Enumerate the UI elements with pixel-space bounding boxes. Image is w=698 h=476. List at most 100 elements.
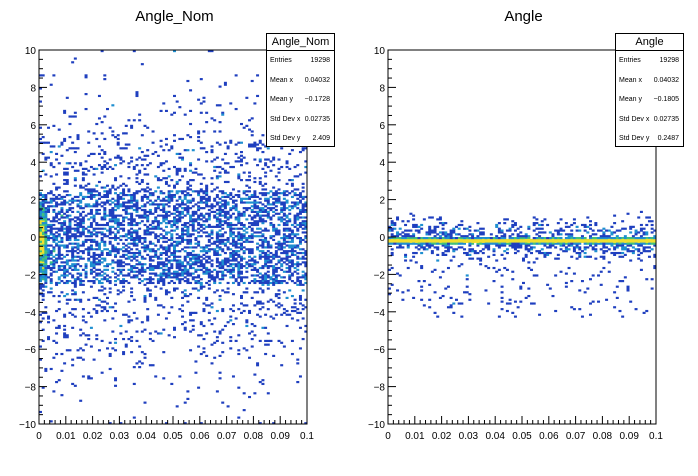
heatmap-bin	[103, 210, 107, 213]
heatmap-bin	[234, 207, 238, 210]
heatmap-bin	[55, 231, 59, 234]
heatmap-bin	[264, 220, 268, 223]
heatmap-bin	[41, 201, 45, 204]
heatmap-bin	[127, 222, 131, 225]
heatmap-bin	[293, 270, 297, 273]
heatmap-bin	[87, 203, 91, 206]
heatmap-bin	[258, 207, 262, 210]
heatmap-bin	[272, 274, 276, 277]
heatmap-bin	[215, 339, 219, 343]
heatmap-bin	[479, 257, 483, 260]
heatmap-bin	[223, 268, 227, 271]
heatmap-bin	[245, 201, 249, 204]
heatmap-bin	[492, 240, 496, 243]
heatmap-bin	[52, 263, 56, 266]
heatmap-bin	[148, 203, 152, 206]
heatmap-bin	[629, 231, 633, 234]
heatmap-bin	[175, 405, 179, 408]
heatmap-bin	[119, 162, 123, 165]
heatmap-bin	[272, 197, 276, 200]
heatmap-bin	[290, 205, 294, 208]
heatmap-bin	[119, 324, 123, 328]
heatmap-bin	[578, 238, 582, 242]
heatmap-bin	[73, 246, 77, 249]
heatmap-bin	[248, 171, 252, 174]
heatmap-bin	[60, 214, 64, 217]
heatmap-bin	[191, 220, 195, 223]
heatmap-bin	[213, 242, 217, 245]
heatmap-bin	[463, 227, 467, 230]
heatmap-bin	[580, 250, 584, 253]
heatmap-bin	[122, 281, 126, 285]
heatmap-bin	[500, 242, 504, 245]
heatmap-bin	[390, 235, 394, 238]
heatmap-bin	[248, 197, 252, 200]
heatmap-bin	[492, 237, 496, 240]
heatmap-bin	[221, 250, 225, 253]
heatmap-bin	[489, 240, 493, 243]
heatmap-bin	[194, 242, 198, 245]
heatmap-bin	[213, 165, 217, 169]
heatmap-bin	[226, 216, 230, 219]
heatmap-bin	[277, 167, 281, 170]
heatmap-bin	[189, 313, 193, 316]
heatmap-bin	[605, 238, 609, 242]
heatmap-bin	[414, 261, 418, 264]
heatmap-bin	[594, 238, 598, 242]
heatmap-bin	[282, 208, 286, 212]
heatmap-bin	[202, 201, 206, 204]
heatmap-bin	[124, 210, 128, 213]
heatmap-bin	[76, 231, 80, 234]
heatmap-bin	[240, 266, 243, 270]
heatmap-bin	[44, 306, 48, 309]
heatmap-bin	[127, 201, 131, 204]
heatmap-bin	[272, 192, 276, 195]
heatmap-bin	[269, 278, 273, 281]
heatmap-bin	[135, 173, 139, 176]
heatmap-bin	[143, 223, 147, 227]
heatmap-bin	[135, 339, 139, 343]
heatmap-bin	[122, 208, 126, 212]
heatmap-bin	[81, 240, 85, 243]
heatmap-bin	[487, 248, 491, 251]
heatmap-bin	[570, 240, 574, 243]
heatmap-bin	[183, 169, 187, 172]
heatmap-bin	[301, 248, 305, 251]
heatmap-bin	[65, 210, 69, 213]
heatmap-bin	[417, 237, 421, 240]
heatmap-bin	[114, 377, 118, 380]
heatmap-bin	[605, 250, 609, 253]
heatmap-bin	[272, 158, 276, 161]
heatmap-bin	[159, 280, 163, 283]
heatmap-bin	[221, 341, 225, 344]
heatmap-bin	[524, 244, 528, 247]
heatmap-bin	[240, 246, 243, 249]
heatmap-bin	[444, 237, 448, 240]
heatmap-bin	[44, 311, 48, 314]
heatmap-bin	[229, 272, 233, 275]
heatmap-bin	[57, 248, 61, 251]
heatmap-bin	[164, 251, 168, 255]
heatmap-bin	[449, 259, 453, 262]
heatmap-bin	[130, 259, 134, 262]
heatmap-bin	[290, 231, 294, 234]
heatmap-bin	[41, 266, 45, 270]
heatmap-bin	[52, 223, 56, 227]
heatmap-bin	[114, 203, 118, 206]
heatmap-bin	[519, 238, 523, 242]
heatmap-bin	[199, 263, 203, 266]
heatmap-bin	[248, 225, 252, 228]
heatmap-bin	[226, 257, 230, 260]
heatmap-bin	[103, 259, 107, 262]
heatmap-bin	[92, 261, 96, 264]
heatmap-bin	[143, 216, 147, 219]
heatmap-bin	[586, 246, 590, 249]
heatmap-bin	[301, 317, 305, 320]
heatmap-bin	[575, 238, 579, 242]
heatmap-bin	[626, 289, 630, 292]
heatmap-bin	[151, 193, 155, 197]
heatmap-bin	[213, 225, 217, 228]
heatmap-bin	[183, 208, 187, 212]
heatmap-bin	[441, 270, 445, 273]
heatmap-bin	[76, 278, 80, 281]
